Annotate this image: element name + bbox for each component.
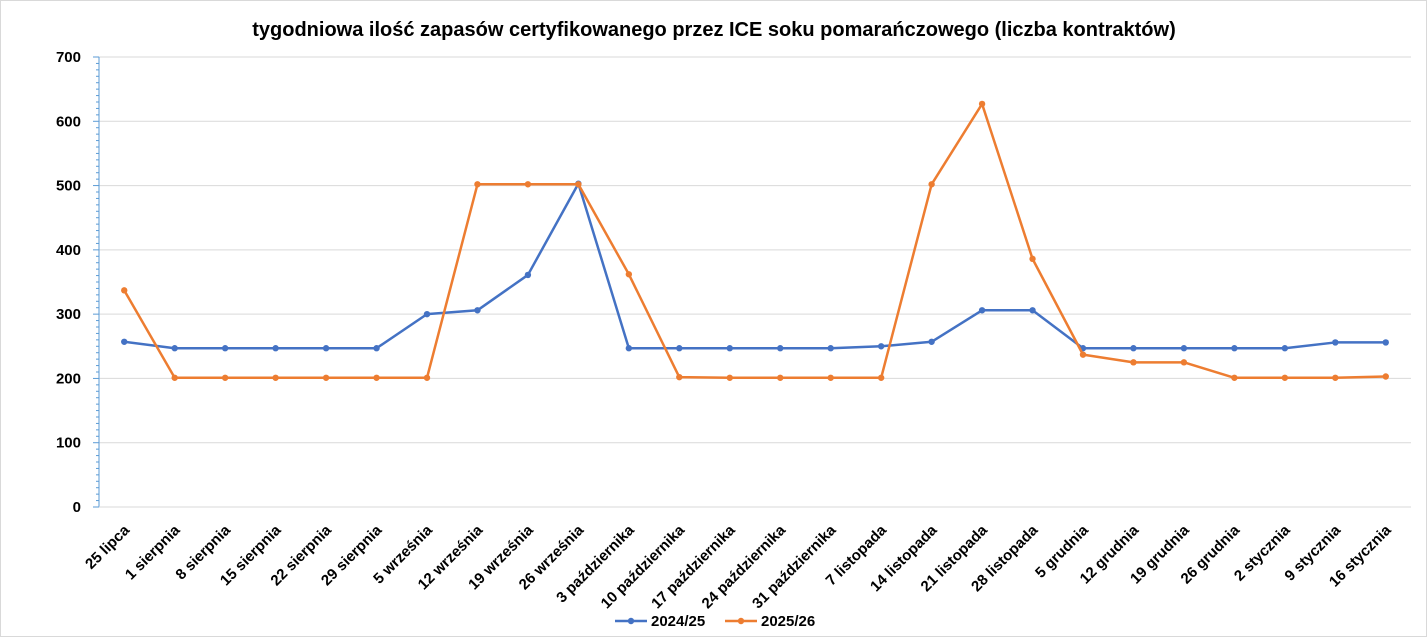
data-point (1231, 374, 1238, 381)
data-point (524, 181, 532, 188)
data-point (524, 271, 532, 279)
data-point (1332, 339, 1339, 346)
legend-label: 2025/26 (761, 613, 815, 630)
data-point (676, 345, 683, 352)
series-line (122, 182, 1388, 350)
data-point (1029, 255, 1036, 263)
legend-item: 2024/25 (615, 613, 705, 630)
data-point (1180, 359, 1188, 366)
legend-marker (627, 617, 635, 625)
data-point (827, 345, 834, 352)
data-point (474, 307, 481, 314)
data-point (272, 345, 279, 352)
data-point (423, 310, 431, 318)
x-tick-label: 25 lipca (82, 521, 133, 572)
chart-title: tygodniowa ilość zapasów certyfikowanego… (252, 19, 1176, 41)
data-point (928, 338, 935, 345)
data-point (171, 374, 178, 381)
series-lines (121, 100, 1389, 381)
data-point (625, 271, 633, 278)
legend-label: 2024/25 (651, 613, 705, 630)
y-tick-label: 700 (56, 49, 81, 66)
data-point (221, 374, 229, 381)
data-point (272, 374, 279, 381)
data-point (676, 373, 683, 381)
data-point (1079, 351, 1087, 358)
data-point (1281, 345, 1289, 352)
y-tick-labels: 0 100 200 300 400 500 600 700 (56, 49, 81, 516)
data-point (877, 343, 885, 350)
y-tick-label: 100 (56, 435, 81, 452)
data-point (121, 338, 128, 345)
data-point (726, 374, 733, 381)
data-point (322, 374, 330, 381)
legend: 2024/25 2025/26 (615, 613, 815, 630)
data-point (1281, 374, 1289, 381)
series-1 (121, 100, 1389, 381)
gridlines (99, 56, 1411, 444)
data-point (625, 345, 633, 352)
data-point (1332, 374, 1339, 381)
data-point (827, 374, 834, 381)
data-point (373, 374, 380, 381)
data-point (221, 345, 229, 352)
data-point (121, 287, 128, 294)
y-tick-label: 500 (56, 178, 81, 195)
data-point (1231, 345, 1238, 352)
data-point (978, 307, 986, 314)
data-point (978, 100, 986, 108)
series-0 (121, 180, 1389, 352)
y-tick-label: 200 (56, 370, 81, 387)
y-axis (93, 56, 1411, 508)
data-point (726, 345, 733, 352)
data-point (373, 345, 380, 352)
data-point (777, 374, 784, 381)
data-point (1130, 345, 1137, 352)
series-line (122, 102, 1388, 380)
data-point (575, 181, 582, 188)
data-point (1382, 339, 1389, 346)
data-point (877, 374, 885, 381)
y-tick-label: 0 (73, 499, 81, 516)
y-tick-label: 600 (56, 113, 81, 130)
data-point (322, 345, 330, 352)
data-point (171, 345, 178, 352)
data-point (1130, 359, 1137, 366)
data-point (423, 374, 431, 381)
legend-marker (737, 617, 745, 625)
data-point (1382, 373, 1389, 380)
data-point (928, 181, 935, 188)
data-point (1180, 345, 1188, 352)
y-tick-label: 300 (56, 306, 81, 323)
legend-item: 2025/26 (725, 613, 815, 630)
y-tick-label: 400 (56, 242, 81, 259)
data-point (1029, 307, 1036, 314)
data-point (474, 181, 481, 188)
data-point (777, 345, 784, 352)
